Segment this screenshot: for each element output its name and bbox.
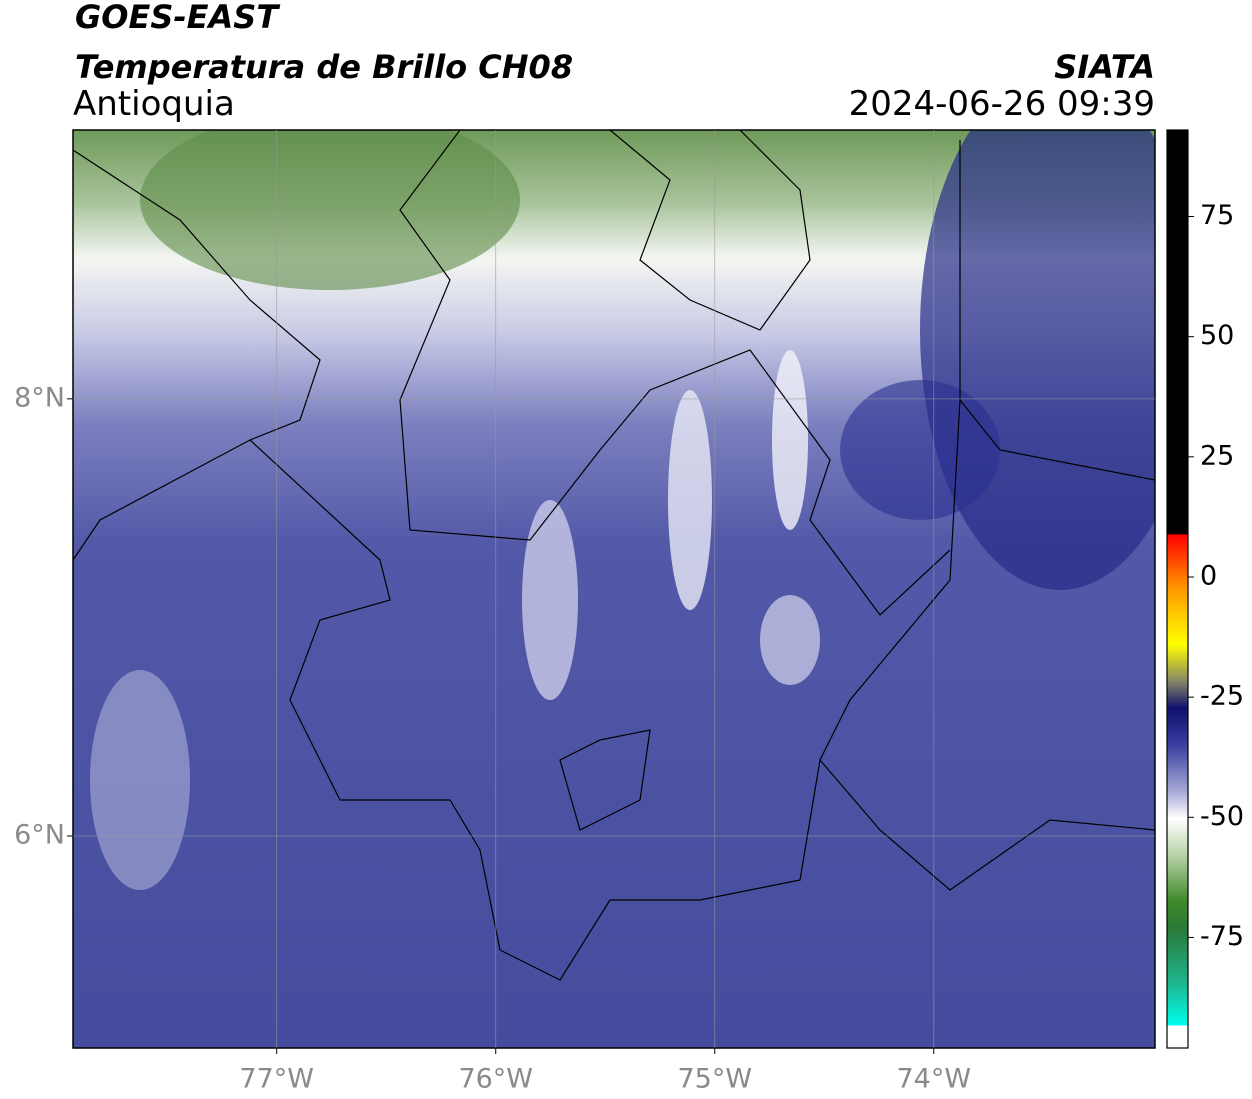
map-image: [73, 130, 1155, 1048]
colorbar-tick-label: 50: [1200, 320, 1234, 351]
colorbar-tick-label: 0: [1200, 560, 1217, 591]
colorbar: [1166, 129, 1189, 1049]
y-tick-label: 6°N: [14, 819, 65, 850]
region: Antioquia: [73, 84, 235, 124]
map-frame: [72, 129, 1156, 1049]
x-tick-label: 77°W: [239, 1064, 314, 1095]
colorbar-tick-label: -25: [1200, 681, 1244, 712]
y-tick-label: 8°N: [14, 382, 65, 413]
x-tick-label: 74°W: [897, 1064, 972, 1095]
x-tick-label: 75°W: [677, 1064, 752, 1095]
colorbar-tick-label: -50: [1200, 801, 1244, 832]
colorbar-tick-label: 25: [1200, 440, 1234, 471]
x-tick-label: 76°W: [458, 1064, 533, 1095]
title: GOES-EAST: [75, 0, 280, 36]
datetime: 2024-06-26 09:39: [849, 84, 1155, 124]
subtitle: Temperatura de Brillo CH08: [75, 48, 573, 86]
colorbar-tick-label: 75: [1200, 200, 1234, 231]
source: SIATA: [1054, 48, 1155, 86]
colorbar-tick-label: -75: [1200, 921, 1244, 952]
